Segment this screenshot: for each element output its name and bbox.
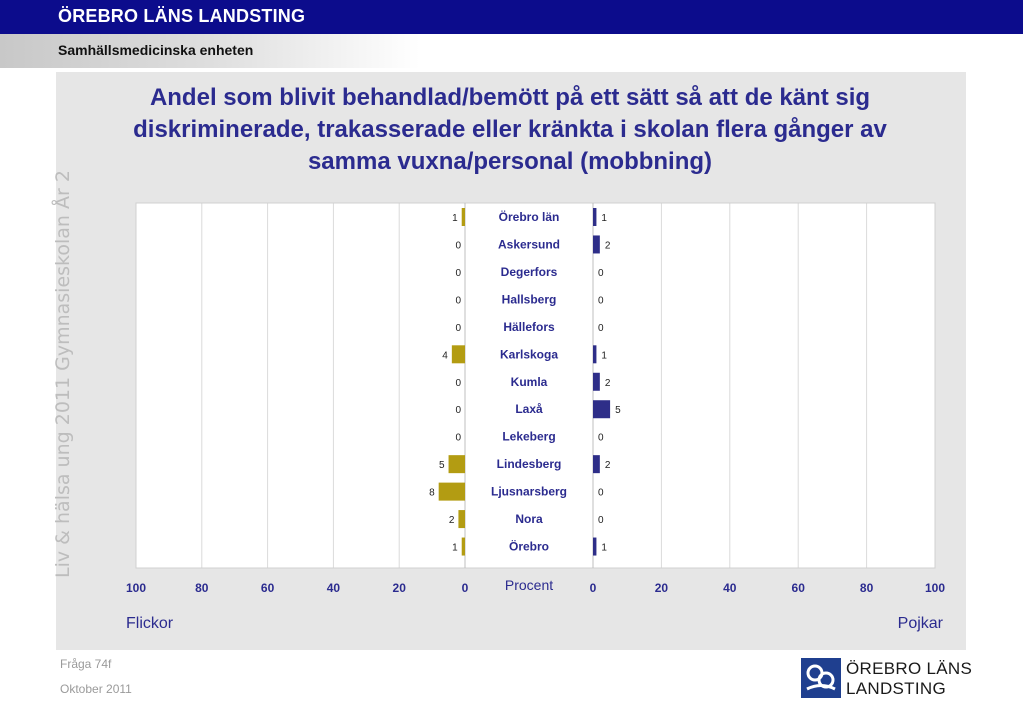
value-label-flickor: 0: [455, 240, 461, 251]
value-label-flickor: 1: [452, 543, 458, 554]
category-label: Lekeberg: [502, 430, 555, 444]
value-label-pojkar: 1: [601, 350, 607, 361]
x-axis-label: Procent: [505, 577, 553, 593]
category-label: Örebro: [509, 539, 549, 554]
bar-pojkar: [593, 208, 597, 226]
bar-flickor: [461, 537, 465, 556]
value-label-flickor: 0: [455, 433, 461, 444]
value-label-flickor: 0: [455, 405, 461, 416]
category-label: Laxå: [515, 402, 543, 416]
value-label-pojkar: 0: [598, 295, 604, 306]
tick-label-right: 0: [590, 581, 597, 595]
category-label: Degerfors: [501, 265, 558, 279]
chart-title: Andel som blivit behandlad/bemött på ett…: [133, 84, 887, 175]
date-label: Oktober 2011: [60, 682, 132, 696]
value-label-pojkar: 1: [601, 213, 607, 224]
value-label-pojkar: 0: [598, 323, 604, 334]
question-label: Fråga 74f: [60, 657, 112, 671]
tick-label-right: 20: [655, 581, 669, 595]
bar-flickor: [451, 345, 465, 364]
value-label-flickor: 5: [439, 460, 445, 471]
bar-pojkar: [593, 537, 597, 556]
bar-pojkar: [593, 455, 600, 474]
category-label: Askersund: [498, 237, 560, 251]
category-label: Nora: [515, 512, 543, 526]
bar-pojkar: [593, 372, 600, 391]
tick-label-right: 60: [792, 581, 806, 595]
tick-label-left: 60: [261, 581, 275, 595]
bar-flickor: [448, 455, 465, 474]
value-label-pojkar: 2: [605, 240, 611, 251]
series-name-flickor: Flickor: [126, 615, 174, 632]
category-label: Lindesberg: [497, 457, 562, 471]
tick-label-right: 100: [925, 581, 945, 595]
bar-flickor: [461, 208, 465, 226]
tick-label-left: 100: [126, 581, 146, 595]
bar-pojkar: [593, 345, 597, 364]
logo-line1: ÖREBRO LÄNS: [846, 659, 973, 678]
value-label-pojkar: 2: [605, 378, 611, 389]
value-label-pojkar: 0: [598, 433, 604, 444]
plot-border: [135, 202, 936, 569]
category-label: Hällefors: [503, 320, 555, 334]
logo-icon: [801, 658, 841, 698]
value-label-flickor: 2: [449, 515, 455, 526]
tick-label-left: 0: [462, 581, 469, 595]
bar-pojkar: [593, 235, 600, 254]
unit-title: Samhällsmedicinska enheten: [58, 42, 254, 58]
org-title: ÖREBRO LÄNS LANDSTING: [58, 6, 306, 26]
value-label-flickor: 4: [442, 350, 448, 361]
value-label-pojkar: 2: [605, 460, 611, 471]
value-label-pojkar: 0: [598, 268, 604, 279]
category-label: Karlskoga: [500, 347, 558, 361]
value-label-flickor: 1: [452, 213, 458, 224]
tick-label-left: 40: [327, 581, 341, 595]
value-label-pojkar: 0: [598, 488, 604, 499]
tick-label-left: 20: [393, 581, 407, 595]
logo-line2: LANDSTING: [846, 679, 946, 698]
value-label-pojkar: 0: [598, 515, 604, 526]
top-banner: [0, 0, 1023, 34]
bar-flickor: [438, 482, 465, 501]
category-label: Kumla: [511, 375, 548, 389]
category-label: Örebro län: [499, 209, 560, 224]
tick-label-right: 40: [723, 581, 737, 595]
tick-label-left: 80: [195, 581, 209, 595]
sub-banner: [0, 34, 420, 68]
value-label-flickor: 0: [455, 295, 461, 306]
value-label-flickor: 0: [455, 378, 461, 389]
value-label-flickor: 8: [429, 488, 435, 499]
series-name-pojkar: Pojkar: [898, 615, 944, 632]
tick-label-right: 80: [860, 581, 874, 595]
bar-flickor: [458, 510, 465, 529]
plot-area: [136, 203, 935, 568]
value-label-flickor: 0: [455, 268, 461, 279]
value-label-pojkar: 5: [615, 405, 621, 416]
bar-pojkar: [593, 400, 611, 419]
value-label-pojkar: 1: [601, 543, 607, 554]
category-label: Hallsberg: [502, 292, 557, 306]
category-label: Ljusnarsberg: [491, 485, 567, 499]
value-label-flickor: 0: [455, 323, 461, 334]
